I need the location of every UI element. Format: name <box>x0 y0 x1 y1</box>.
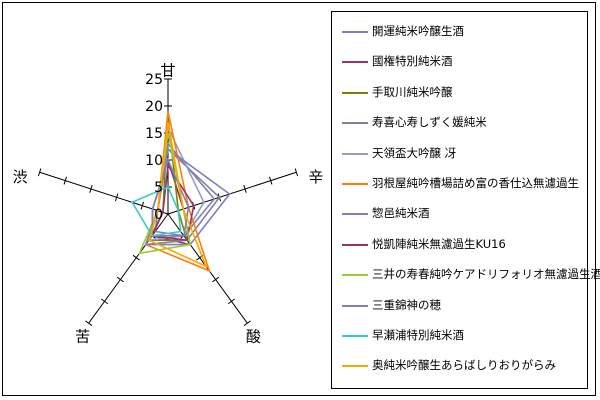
legend-label: 惣邑純米酒 <box>372 206 430 221</box>
radar-series <box>130 111 231 273</box>
legend: 開運純米吟醸生酒 國権特別純米酒 手取川純米吟醸寿喜心寿しずく媛純米 天領盃大吟醸 冴… <box>331 11 600 389</box>
legend-item: 奥純米吟醸生あらばしりおりがらみ <box>332 356 587 376</box>
axis-tick-3-25 <box>85 320 93 326</box>
legend-item: 三重錦神の穂 <box>332 296 587 316</box>
axis-tick-4-20 <box>63 176 67 185</box>
axis-tick-4-10 <box>114 193 119 202</box>
legend-label: 羽根屋純吟槽場詰め富の香仕込無濾過生 <box>372 176 579 190</box>
axis-label-3: 苦 <box>75 328 90 346</box>
legend-item: 悦凱陣純米無濾過生KU16 <box>332 235 587 255</box>
axis-tick-2-25 <box>243 320 251 326</box>
axis-tick-4-25 <box>37 168 42 177</box>
radial-tick-label: 0 <box>154 207 163 223</box>
legend-swatch <box>342 213 368 216</box>
legend-label: 國権特別純米酒 <box>372 54 453 69</box>
axis-tick-4-5 <box>140 201 145 210</box>
legend-label: 寿喜心寿しずく媛純米 <box>372 115 487 130</box>
legend-item: 早瀬浦特別純米酒 <box>332 326 587 346</box>
radial-tick-label: 15 <box>145 126 163 142</box>
axis-tick-3-20 <box>100 298 109 305</box>
legend-label: 奥純米吟醸生あらばしりおりがらみ <box>372 358 556 373</box>
series-line-10 <box>130 185 182 237</box>
axis-tick-3-10 <box>132 254 140 261</box>
axis-label-1: 辛 <box>308 168 323 186</box>
radial-tick-label: 5 <box>154 180 163 196</box>
series-line-7 <box>150 163 195 242</box>
legend-swatch <box>342 31 368 33</box>
legend-item: 國権特別純米酒 <box>332 52 587 72</box>
axis-label-2: 酸 <box>246 328 261 346</box>
legend-item: 三井の寿春純吟ケアドリフォリオ無濾過生酒 <box>332 265 600 285</box>
legend-item: 惣邑純米酒 <box>332 204 587 224</box>
legend-label: 天領盃大吟醸 冴 <box>372 145 457 160</box>
legend-swatch <box>342 152 368 155</box>
legend-swatch <box>342 183 368 185</box>
radial-tick-label: 20 <box>145 99 163 115</box>
axis-tick-3-15 <box>116 276 124 283</box>
legend-swatch <box>342 122 368 125</box>
axis-label-0: 甘 <box>160 62 175 80</box>
axis-label-4: 渋 <box>13 168 28 186</box>
legend-item: 開運純米吟醸生酒 <box>332 22 587 42</box>
legend-swatch <box>342 91 368 94</box>
legend-label: 悦凱陣純米無濾過生KU16 <box>372 236 506 251</box>
radial-tick-label: 25 <box>145 72 163 88</box>
legend-item: 寿喜心寿しずく媛純米 <box>332 113 587 133</box>
legend-item: 羽根屋純吟槽場詰め富の香仕込無濾過生 <box>332 174 587 194</box>
legend-swatch <box>342 274 368 277</box>
legend-label: 三重錦神の穂 <box>372 297 441 312</box>
series-line-2 <box>147 116 189 241</box>
axis-line-4 <box>39 171 169 215</box>
series-line-9 <box>151 157 190 237</box>
axis-line-1 <box>167 171 297 215</box>
legend-label: 早瀬浦特別純米酒 <box>372 328 464 342</box>
legend-swatch <box>342 61 368 64</box>
legend-label: 三井の寿春純吟ケアドリフォリオ無濾過生酒 <box>372 267 600 282</box>
legend-swatch <box>342 304 368 307</box>
legend-label: 開運純米吟醸生酒 <box>372 24 464 38</box>
axis-tick-4-15 <box>89 185 93 193</box>
axis-tick-2-20 <box>227 298 236 305</box>
legend-swatch <box>342 243 368 246</box>
radial-tick-label: 10 <box>145 153 163 169</box>
legend-swatch <box>342 365 368 368</box>
legend-swatch <box>342 335 368 337</box>
axis-tick-1-20 <box>269 176 273 185</box>
series-line-11 <box>148 122 208 268</box>
axis-tick-2-15 <box>212 276 220 283</box>
legend-item: 手取川純米吟醸 <box>332 83 587 103</box>
axis-tick-1-25 <box>294 168 299 177</box>
legend-label: 手取川純米吟醸 <box>372 84 453 99</box>
axis-tick-1-15 <box>243 185 247 193</box>
legend-item: 天領盃大吟醸 冴 <box>332 144 587 164</box>
